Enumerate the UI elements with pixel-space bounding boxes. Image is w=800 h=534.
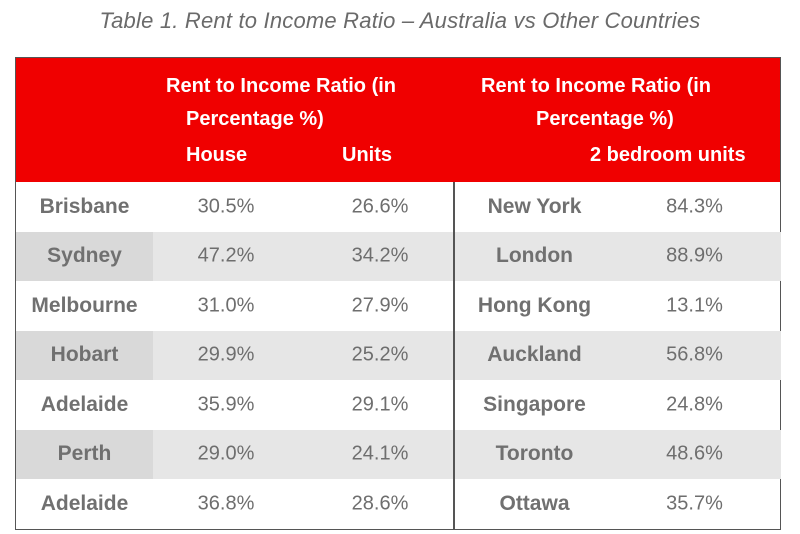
- header-group-australia: Rent to Income Ratio (in Percentage %): [166, 70, 466, 136]
- au-city: Adelaide: [40, 392, 129, 416]
- table-caption: Table 1. Rent to Income Ratio – Australi…: [99, 8, 701, 33]
- units-ratio: 34.2%: [351, 244, 409, 267]
- header-group-other-line2: Percentage %): [536, 108, 674, 130]
- house-ratio: 30.5%: [197, 195, 255, 218]
- table-row: Perth 29.0% 24.1% Toronto 48.6%: [16, 429, 781, 479]
- table-row: Sydney 47.2% 34.2% London 88.9%: [16, 231, 781, 281]
- table-row: Adelaide 35.9% 29.1% Singapore 24.8%: [16, 380, 780, 430]
- two-bed-ratio: 13.1%: [666, 294, 723, 317]
- house-ratio: 36.8%: [197, 492, 255, 515]
- house-ratio: 29.9%: [197, 343, 255, 366]
- units-ratio: 27.9%: [351, 294, 409, 317]
- au-city: Adelaide: [40, 491, 129, 515]
- intl-city: Hong Kong: [477, 293, 592, 317]
- column-divider: [453, 182, 455, 530]
- two-bed-ratio: 24.8%: [666, 393, 723, 416]
- house-ratio: 31.0%: [197, 294, 255, 317]
- table-row: Melbourne 31.0% 27.9% Hong Kong 13.1%: [16, 281, 780, 331]
- table-header: Rent to Income Ratio (in Percentage %) R…: [16, 58, 780, 182]
- two-bed-ratio: 48.6%: [666, 442, 723, 465]
- house-ratio: 35.9%: [197, 393, 255, 416]
- two-bed-ratio: 88.9%: [666, 244, 723, 267]
- header-two-bedroom-units: 2 bedroom units: [590, 144, 746, 166]
- house-ratio: 29.0%: [197, 442, 255, 465]
- header-group-other-line1: Rent to Income Ratio (in: [481, 75, 711, 97]
- au-city: Melbourne: [31, 293, 138, 317]
- header-group-other-countries: Rent to Income Ratio (in Percentage %): [481, 70, 781, 136]
- au-city: Hobart: [50, 343, 119, 367]
- intl-city: New York: [487, 194, 582, 218]
- rent-income-table: Rent to Income Ratio (in Percentage %) R…: [15, 57, 781, 530]
- table-row: Brisbane 30.5% 26.6% New York 84.3%: [16, 182, 780, 232]
- two-bed-ratio: 35.7%: [666, 492, 723, 515]
- two-bed-ratio: 56.8%: [666, 343, 723, 366]
- two-bed-ratio: 84.3%: [666, 195, 723, 218]
- header-group-australia-line1: Rent to Income Ratio (in: [166, 75, 396, 97]
- au-city: Sydney: [47, 244, 122, 268]
- table-row: Adelaide 36.8% 28.6% Ottawa 35.7%: [16, 479, 780, 529]
- intl-city: Ottawa: [499, 491, 570, 515]
- header-group-australia-line2: Percentage %): [186, 108, 324, 130]
- units-ratio: 26.6%: [351, 195, 409, 218]
- header-house: House: [186, 144, 248, 166]
- intl-city: Auckland: [487, 343, 582, 367]
- intl-city: London: [496, 244, 573, 268]
- au-city: Brisbane: [39, 194, 130, 218]
- units-ratio: 24.1%: [351, 442, 409, 465]
- table-body: Brisbane 30.5% 26.6% New York 84.3% Sydn…: [16, 182, 781, 529]
- intl-city: Singapore: [483, 392, 586, 416]
- au-city: Perth: [57, 442, 112, 466]
- units-ratio: 29.1%: [351, 393, 409, 416]
- intl-city: Toronto: [495, 442, 574, 466]
- house-ratio: 47.2%: [197, 244, 255, 267]
- units-ratio: 28.6%: [351, 492, 409, 515]
- header-units: Units: [342, 144, 392, 166]
- units-ratio: 25.2%: [351, 343, 409, 366]
- table-row: Hobart 29.9% 25.2% Auckland 56.8%: [16, 330, 781, 380]
